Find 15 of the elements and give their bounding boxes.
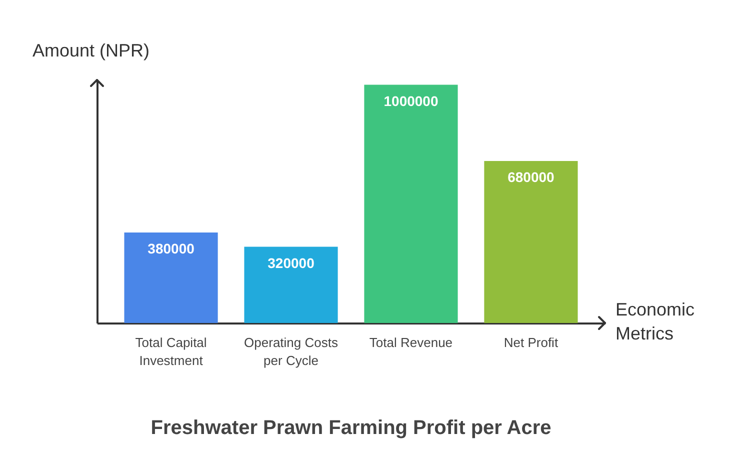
bar [244,246,338,323]
bar [364,84,458,323]
data-label: 380000 [148,240,195,256]
data-label: 320000 [268,254,315,271]
x-tick-label: Operating Costs per Cycle [244,335,338,368]
x-tick-label: Net Profit [504,335,558,350]
x-tick-label: Total Capital Investment [135,335,207,368]
text: Freshwater Prawn Farming Profit per Acre [150,417,552,439]
y-axis-title: Amount (NPR) [32,40,150,60]
x-tick-label: Total Revenue [369,335,453,350]
data-label: 1000000 [384,92,438,109]
bar [124,232,218,323]
x-axis-title: Economic Metrics [616,300,695,344]
data-label: 680000 [508,169,555,185]
bar [484,161,578,323]
